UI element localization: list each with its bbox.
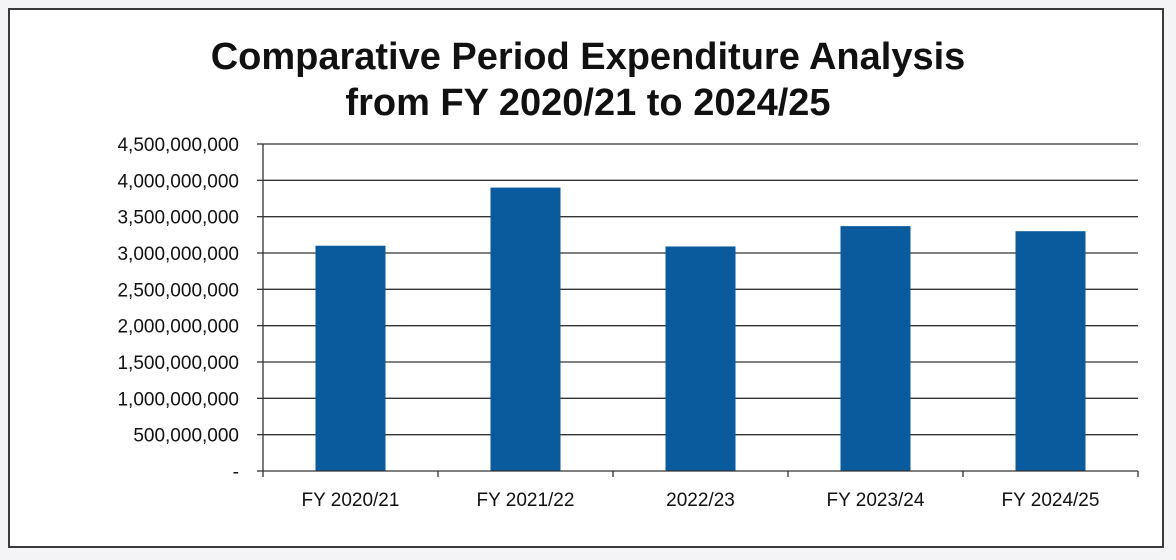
y-tick-label: 4,000,000,000 xyxy=(117,171,239,192)
y-tick-label: 2,000,000,000 xyxy=(117,317,239,338)
y-tick-label: 1,500,000,000 xyxy=(117,353,239,374)
bar-1 xyxy=(315,245,386,471)
y-tick-label: 4,500,000,000 xyxy=(117,135,239,156)
x-tick-label: 2022/23 xyxy=(666,490,735,511)
chart-frame xyxy=(8,8,1164,548)
y-tick-labels: - 500,000,000 1,000,000,000 1,500,000,000 2,… xyxy=(117,135,239,483)
chart-title: Comparative Period Expenditure Analysis xyxy=(210,36,966,78)
y-tick-label: 3,500,000,000 xyxy=(117,208,239,229)
bar-3 xyxy=(665,246,736,471)
x-tick-label: FY 2021/22 xyxy=(477,490,575,511)
y-tick-label: - xyxy=(233,462,239,483)
x-tick-label: FY 2020/21 xyxy=(302,490,400,511)
chart-title-block: Comparative Period Expenditure Analysis … xyxy=(0,34,1176,126)
x-tick-labels: FY 2020/21 FY 2021/22 2022/23 FY 2023/24 FY … xyxy=(302,490,1100,511)
y-tick-label: 1,000,000,000 xyxy=(117,389,239,410)
axes xyxy=(257,143,1139,477)
y-tick-label: 2,500,000,000 xyxy=(117,280,239,301)
x-tick-label: FY 2023/24 xyxy=(827,490,925,511)
bar-4 xyxy=(840,226,911,471)
bar-5 xyxy=(1015,231,1086,471)
chart-subtitle: from FY 2020/21 to 2024/25 xyxy=(345,82,831,124)
x-tick-label: FY 2024/25 xyxy=(1002,490,1100,511)
bar-2 xyxy=(490,187,561,471)
bars xyxy=(315,187,1086,471)
y-tick-label: 500,000,000 xyxy=(133,426,239,447)
y-tick-label: 3,000,000,000 xyxy=(117,244,239,265)
